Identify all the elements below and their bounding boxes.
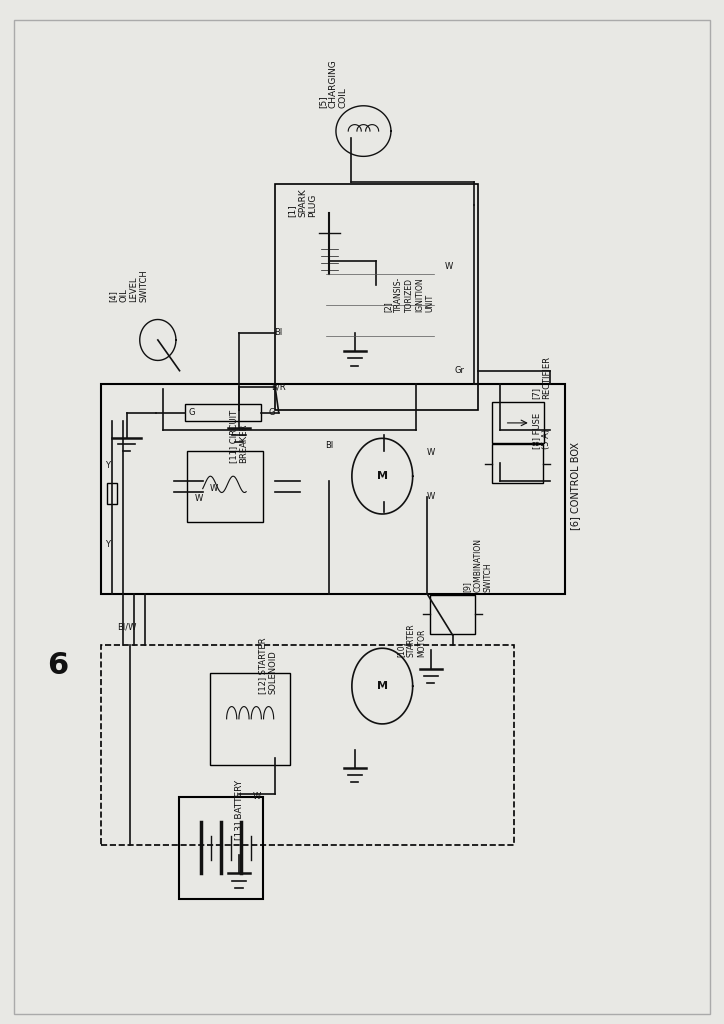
Text: B/R: B/R	[272, 383, 286, 391]
Text: [1]
SPARK
PLUG: [1] SPARK PLUG	[287, 188, 318, 217]
Text: G: G	[269, 409, 274, 417]
Text: W: W	[209, 484, 218, 493]
Bar	[275, 184, 478, 410]
Bar	[101, 645, 514, 845]
Text: [9]
COMBINATION
SWITCH: [9] COMBINATION SWITCH	[463, 538, 493, 592]
Text: [6] CONTROL BOX: [6] CONTROL BOX	[571, 442, 581, 530]
Bar	[179, 797, 263, 899]
Text: W: W	[253, 793, 261, 801]
Text: [12] STARTER
SOLENOID: [12] STARTER SOLENOID	[258, 638, 277, 694]
Text: M: M	[376, 681, 388, 691]
Text: Gr: Gr	[455, 367, 465, 375]
Text: W: W	[445, 262, 453, 270]
Text: Y: Y	[105, 541, 109, 549]
Text: Bl/W: Bl/W	[117, 623, 136, 631]
Text: [10]
STARTER
MOTOR: [10] STARTER MOTOR	[396, 624, 426, 657]
Text: Bl: Bl	[274, 329, 283, 337]
Text: Bl: Bl	[325, 441, 334, 450]
Text: [5]
CHARGING
COIL: [5] CHARGING COIL	[318, 58, 348, 108]
Text: [13] BATTERY: [13] BATTERY	[235, 779, 243, 840]
Bar	[187, 451, 263, 522]
Text: W: W	[426, 493, 435, 501]
Text: [8] FUSE
(5 A): [8] FUSE (5 A)	[532, 413, 551, 449]
Bar	[492, 402, 544, 443]
Text: W: W	[195, 495, 203, 503]
Bar	[185, 404, 261, 421]
Text: [7]
RECTIFIER: [7] RECTIFIER	[532, 356, 551, 399]
Bar	[430, 595, 475, 634]
Text: Y: Y	[105, 462, 109, 470]
Text: M: M	[376, 471, 388, 481]
Bar	[210, 673, 290, 765]
Text: [4]
OIL
LEVEL
SWITCH: [4] OIL LEVEL SWITCH	[109, 269, 149, 302]
Text: [11] CIRCUIT
BREAKER: [11] CIRCUIT BREAKER	[230, 410, 248, 463]
Text: W: W	[426, 449, 435, 457]
Text: [2]
TRANSIS-
TORIZED
IGNITION
UNIT: [2] TRANSIS- TORIZED IGNITION UNIT	[384, 278, 434, 312]
Text: G: G	[189, 409, 195, 417]
Text: 6: 6	[47, 651, 69, 680]
Bar	[492, 444, 543, 483]
Bar	[107, 483, 117, 504]
Bar	[101, 384, 565, 594]
